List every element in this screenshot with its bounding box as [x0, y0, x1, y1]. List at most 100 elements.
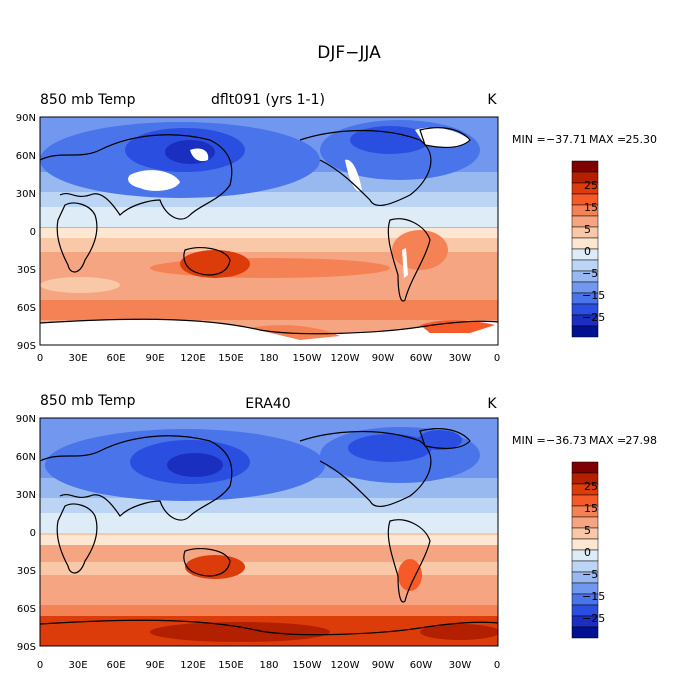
- colorbar-label: −25: [582, 612, 605, 625]
- lat-tick-label: 90S: [17, 341, 36, 352]
- lat-tick-label: 60N: [16, 452, 36, 463]
- band-equator: [40, 535, 498, 545]
- band-tropical-south: [40, 542, 498, 562]
- lon-tick-label: 60W: [410, 660, 433, 671]
- lon-tick-label: 150W: [293, 660, 322, 671]
- lon-tick-label: 90E: [145, 660, 164, 671]
- warm-argentina: [398, 559, 422, 591]
- lat-tick-label: 0: [30, 227, 36, 238]
- lon-tick-label: 90E: [145, 353, 164, 364]
- colorbar-label: −15: [582, 289, 605, 302]
- lon-axis: 0 30E 60E 90E 120E 150E 180 150W 120W 90…: [37, 660, 500, 671]
- colorbar-swatch: [571, 160, 599, 173]
- panel-case-label: ERA40: [245, 396, 290, 412]
- lon-tick-label: 150E: [218, 353, 243, 364]
- lat-tick-label: 90N: [16, 113, 36, 124]
- colorbar-label: 0: [584, 546, 591, 559]
- contour-field: [40, 418, 498, 646]
- map-frame: [39, 116, 499, 346]
- lat-tick-label: 90N: [16, 414, 36, 425]
- min-value: −37.71: [546, 133, 587, 146]
- colorbar-labels: 25 15 5 0 −5 −15 −25: [582, 179, 605, 324]
- colorbar-label: 15: [584, 201, 598, 214]
- coastlines: [40, 127, 498, 335]
- colorbar-label: −5: [582, 568, 598, 581]
- colorbar-label: 25: [584, 179, 598, 192]
- max-value: 27.98: [626, 434, 658, 447]
- colorbar: [571, 461, 599, 639]
- lat-tick-label: 30N: [16, 189, 36, 200]
- panel-units-label: K: [487, 92, 497, 108]
- min-label: MIN =: [512, 434, 546, 447]
- lat-tick-label: 30S: [17, 566, 36, 577]
- panel-units-label: K: [487, 396, 497, 412]
- lat-tick-label: 90S: [17, 642, 36, 653]
- lon-tick-label: 90W: [372, 353, 395, 364]
- colorbar-label: 5: [584, 524, 591, 537]
- lon-tick-label: 180: [259, 660, 278, 671]
- stats-line: MIN = −36.73 MAX = 27.98: [512, 434, 657, 447]
- max-label: MAX =: [589, 434, 626, 447]
- min-label: MIN =: [512, 133, 546, 146]
- colorbar-labels: 25 15 5 0 −5 −15 −25: [582, 480, 605, 625]
- coldest-siberia: [165, 140, 215, 164]
- colorbar-label: 15: [584, 502, 598, 515]
- max-label: MAX =: [589, 133, 626, 146]
- band-equator: [40, 228, 498, 238]
- coldest-siberia: [167, 453, 223, 477]
- lon-tick-label: 150E: [218, 660, 243, 671]
- lat-tick-label: 60S: [17, 303, 36, 314]
- band-tropical-south: [40, 237, 498, 252]
- lat-axis: 90N 60N 30N 0 30S 60S 90S: [16, 414, 36, 653]
- max-value: 25.30: [626, 133, 658, 146]
- panel-obs: 850 mb Temp ERA40 K: [16, 393, 657, 671]
- panel-variable-label: 850 mb Temp: [40, 92, 136, 108]
- lat-tick-label: 30S: [17, 265, 36, 276]
- colorbar-label: −25: [582, 311, 605, 324]
- colorbar: [571, 160, 599, 338]
- colorbar-swatch: [571, 461, 599, 474]
- band-south-atlantic: [40, 277, 120, 293]
- colorbar-swatch: [571, 626, 599, 639]
- lon-tick-label: 120E: [180, 660, 205, 671]
- coastlines: [40, 428, 498, 636]
- lon-tick-label: 60E: [106, 353, 125, 364]
- colder-canada: [348, 434, 432, 462]
- lon-tick-label: 180: [259, 353, 278, 364]
- lon-tick-label: 90W: [372, 660, 395, 671]
- missing-data: [128, 127, 470, 278]
- contour-field: [40, 117, 498, 345]
- lon-axis: 0 30E 60E 90E 120E 150E 180 150W 120W 90…: [37, 353, 500, 364]
- lon-tick-label: 0: [494, 353, 500, 364]
- lon-tick-label: 120E: [180, 353, 205, 364]
- colorbar-label: 0: [584, 245, 591, 258]
- colorbar-label: −15: [582, 590, 605, 603]
- lon-tick-label: 60E: [106, 660, 125, 671]
- lat-axis: 90N 60N 30N 0 30S 60S 90S: [16, 113, 36, 352]
- colder-canada: [350, 126, 430, 154]
- colorbar-swatch: [571, 325, 599, 338]
- lon-tick-label: 0: [37, 353, 43, 364]
- colorbar-label: 25: [584, 480, 598, 493]
- band-45s: [40, 575, 498, 610]
- colorbar-label: −5: [582, 267, 598, 280]
- min-value: −36.73: [546, 434, 587, 447]
- lat-tick-label: 0: [30, 528, 36, 539]
- lon-tick-label: 30E: [68, 353, 87, 364]
- lon-tick-label: 30E: [68, 660, 87, 671]
- lon-tick-label: 30W: [449, 660, 472, 671]
- lon-tick-label: 120W: [331, 353, 360, 364]
- lat-tick-label: 60S: [17, 604, 36, 615]
- lon-tick-label: 150W: [293, 353, 322, 364]
- colorbar-label: 5: [584, 223, 591, 236]
- lon-tick-label: 30W: [449, 353, 472, 364]
- panel-variable-label: 850 mb Temp: [40, 393, 136, 409]
- panel-case-label: dflt091 (yrs 1-1): [211, 92, 325, 108]
- lat-tick-label: 60N: [16, 151, 36, 162]
- warm-east-antarctica: [150, 622, 330, 642]
- panel-model: 850 mb Temp dflt091 (yrs 1-1) K: [16, 92, 657, 364]
- lon-tick-label: 120W: [331, 660, 360, 671]
- lon-tick-label: 0: [37, 660, 43, 671]
- stats-line: MIN = −37.71 MAX = 25.30: [512, 133, 657, 146]
